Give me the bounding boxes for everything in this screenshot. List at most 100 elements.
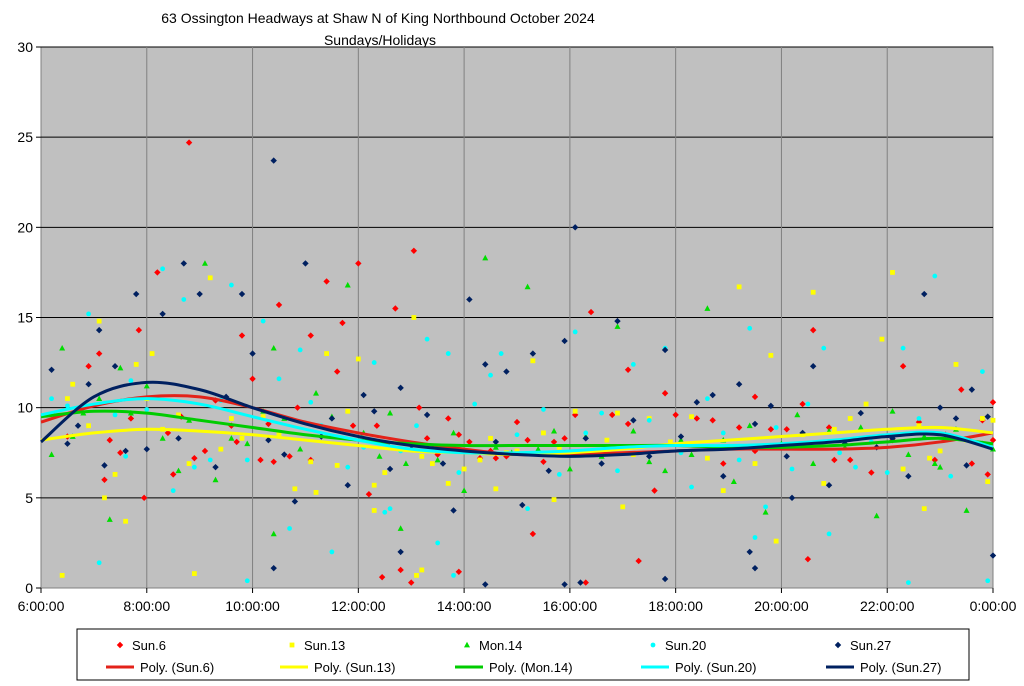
data-point [191, 571, 197, 576]
data-point [323, 278, 330, 285]
data-point [212, 463, 219, 471]
data-point [905, 580, 911, 585]
x-tick-label: 14:00:00 [437, 598, 492, 614]
data-point [360, 391, 367, 399]
data-point [672, 411, 679, 419]
data-point [916, 416, 922, 421]
data-point [439, 460, 447, 467]
y-tick-label: 10 [17, 400, 33, 416]
data-point [176, 412, 181, 418]
legend-label: Poly. (Sun.13) [314, 660, 395, 675]
data-point [402, 460, 409, 466]
data-point [583, 430, 589, 436]
data-point [434, 456, 441, 463]
data-point [709, 417, 716, 424]
legend-marker [464, 641, 470, 648]
x-tick-label: 0:00:00 [970, 598, 1017, 614]
data-point [752, 535, 758, 540]
data-point [450, 507, 457, 514]
data-point [249, 375, 256, 383]
data-point [128, 378, 134, 384]
data-point [968, 386, 976, 393]
data-point [378, 573, 386, 581]
data-point [159, 435, 166, 441]
data-point [408, 579, 415, 586]
data-point [989, 436, 997, 444]
data-point [948, 473, 954, 479]
data-point [387, 506, 393, 512]
data-point [297, 445, 304, 452]
data-point [720, 460, 727, 467]
data-point [275, 301, 283, 309]
data-point [572, 329, 578, 335]
data-point [292, 486, 298, 492]
data-point [294, 404, 301, 411]
data-point [630, 417, 637, 424]
data-point [397, 548, 404, 556]
data-point [410, 247, 418, 254]
data-point [825, 482, 833, 489]
data-point [415, 404, 423, 411]
data-point [376, 453, 383, 459]
data-point [720, 488, 726, 494]
data-point [937, 448, 943, 454]
data-point [751, 564, 759, 572]
data-point [371, 482, 377, 488]
data-point [688, 451, 695, 457]
data-point [112, 471, 118, 477]
data-point [693, 399, 701, 406]
data-point [59, 344, 66, 351]
data-point [736, 284, 742, 290]
data-point [794, 411, 801, 418]
data-point [397, 566, 404, 574]
x-tick-label: 20:00:00 [754, 598, 809, 614]
data-point [541, 430, 546, 436]
data-point [102, 495, 107, 501]
data-point [646, 458, 653, 465]
data-point [423, 435, 431, 442]
data-point [879, 336, 885, 342]
data-point [65, 396, 70, 402]
legend-label: Sun.13 [304, 638, 345, 653]
data-point [783, 453, 790, 460]
data-point [424, 336, 430, 342]
data-point [85, 362, 92, 370]
data-point [96, 318, 102, 324]
data-point [207, 457, 213, 463]
data-point [472, 401, 478, 407]
data-point [773, 425, 779, 430]
data-point [212, 476, 219, 483]
y-tick-label: 15 [17, 310, 33, 326]
data-point [667, 439, 673, 445]
data-point [140, 494, 148, 502]
data-point [101, 462, 108, 469]
data-point [164, 429, 172, 437]
data-point [599, 410, 605, 416]
data-point [175, 435, 182, 442]
data-point [111, 362, 119, 370]
data-point [985, 479, 991, 485]
data-point [498, 351, 504, 356]
data-point [201, 260, 208, 266]
data-point [218, 446, 224, 452]
data-point [229, 416, 234, 421]
data-point [355, 260, 362, 267]
data-point [752, 461, 758, 466]
data-point [651, 487, 658, 494]
data-point [308, 459, 314, 465]
legend-label: Sun.20 [665, 638, 706, 653]
data-point [371, 408, 378, 415]
data-point [123, 453, 129, 459]
data-point [492, 454, 500, 462]
data-point [587, 308, 595, 316]
data-point [287, 526, 292, 531]
data-point [513, 418, 521, 426]
data-point [900, 345, 906, 351]
data-point [927, 455, 932, 461]
data-point [535, 445, 542, 452]
data-point [931, 456, 939, 464]
data-point [228, 435, 235, 441]
data-point [614, 323, 621, 329]
data-point [238, 290, 246, 298]
data-point [624, 366, 632, 373]
